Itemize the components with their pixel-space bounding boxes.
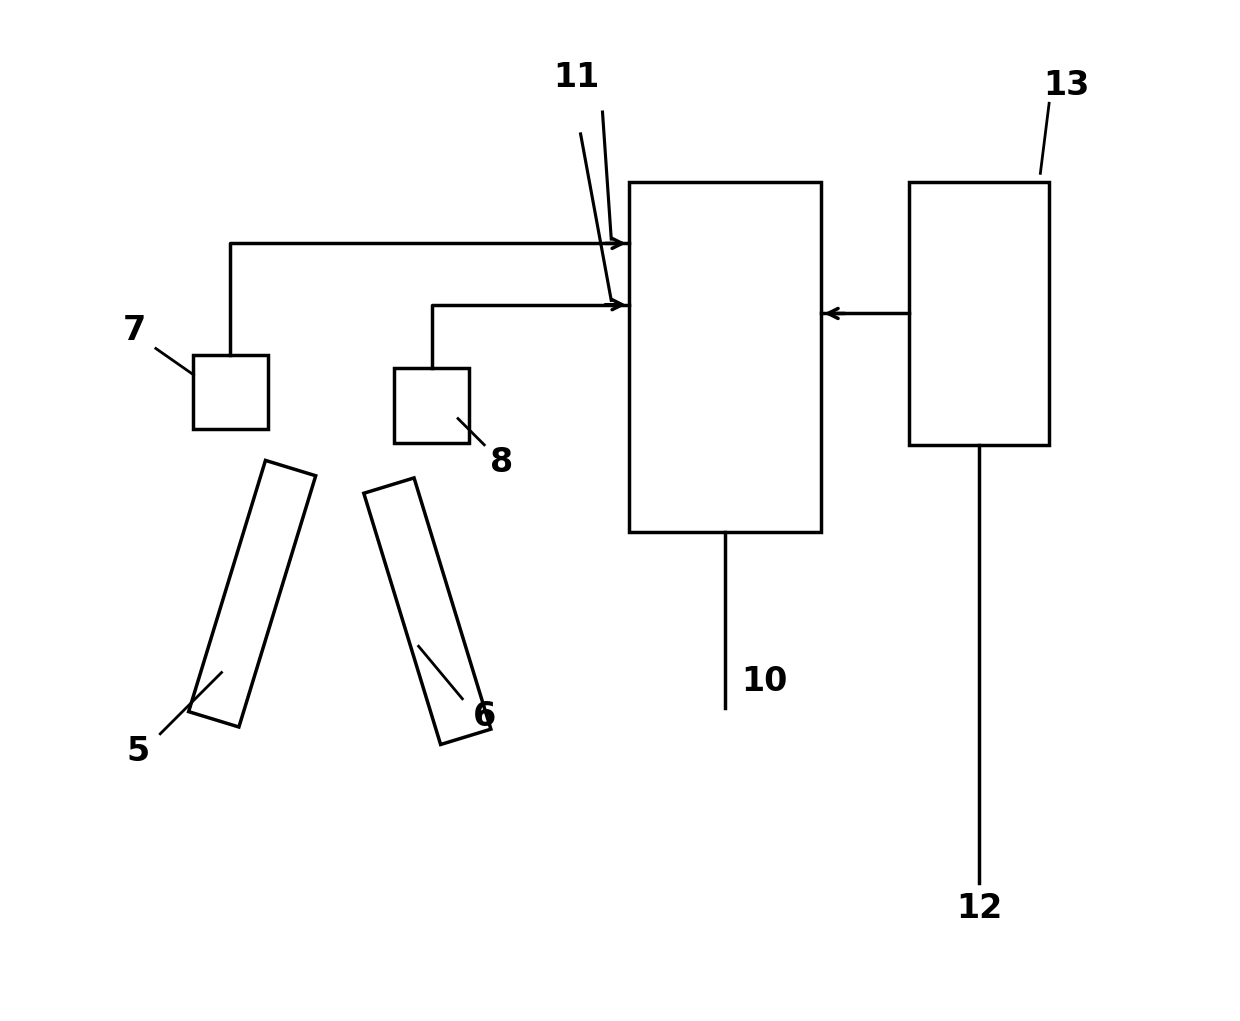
- Bar: [394, 369, 469, 443]
- Polygon shape: [363, 478, 491, 744]
- Text: 7: 7: [123, 314, 145, 347]
- Text: 13: 13: [1043, 69, 1090, 102]
- Polygon shape: [188, 460, 316, 727]
- Text: 8: 8: [490, 446, 513, 479]
- Text: 11: 11: [553, 60, 599, 94]
- Text: 12: 12: [956, 892, 1002, 925]
- Bar: [629, 182, 821, 532]
- Text: 5: 5: [126, 735, 150, 768]
- Bar: [909, 182, 1049, 445]
- Text: 6: 6: [472, 699, 496, 733]
- Text: 10: 10: [742, 665, 787, 697]
- Bar: [193, 355, 268, 430]
